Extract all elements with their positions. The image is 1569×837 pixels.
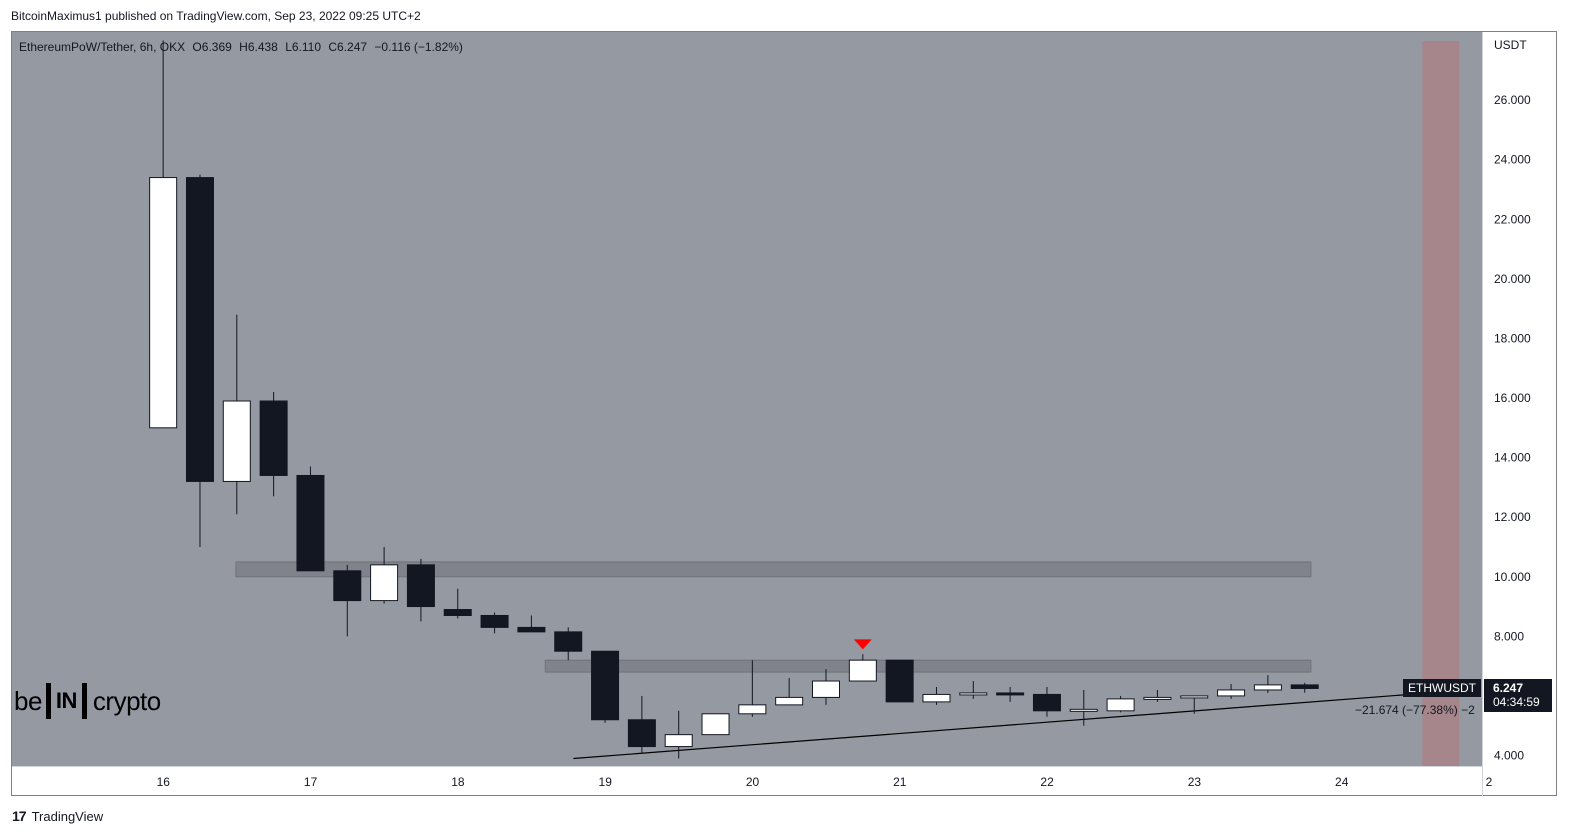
legend-symbol[interactable]: EthereumPoW/Tether, 6h, OKX bbox=[19, 40, 186, 54]
candle-body-29[interactable] bbox=[1180, 695, 1209, 699]
legend-l-value: 6.110 bbox=[291, 40, 322, 54]
candle-body-15[interactable] bbox=[664, 734, 693, 748]
symbol-tag: ETHWUSDT bbox=[1403, 679, 1481, 697]
candle-body-10[interactable] bbox=[480, 614, 509, 628]
legend-c-label: C bbox=[328, 40, 338, 54]
last-price-tag: 6.247 04:34:59 bbox=[1484, 679, 1552, 712]
candle-body-7[interactable] bbox=[370, 564, 399, 602]
x-tick-label-6: 21 bbox=[893, 775, 907, 789]
rejection-marker-icon bbox=[853, 639, 872, 650]
candle-body-3[interactable] bbox=[222, 400, 251, 482]
candle-body-14[interactable] bbox=[627, 719, 656, 748]
publisher-header: BitcoinMaximus1 published on TradingView… bbox=[11, 9, 421, 23]
tradingview-footer[interactable]: 17 TradingView bbox=[12, 808, 103, 824]
legend-c-value: 6.247 bbox=[337, 40, 368, 54]
bar-countdown: 04:34:59 bbox=[1493, 695, 1540, 709]
price-axis[interactable] bbox=[1483, 32, 1556, 766]
candle-body-30[interactable] bbox=[1217, 689, 1246, 697]
y-tick-label-4: 20.000 bbox=[1494, 272, 1531, 286]
y-tick-label-7: 14.000 bbox=[1494, 451, 1531, 465]
ohlc-legend: EthereumPoW/Tether, 6h, OKX O6.369 H6.43… bbox=[19, 40, 463, 54]
candle-body-2[interactable] bbox=[185, 177, 214, 482]
x-tick-label-3: 18 bbox=[451, 775, 465, 789]
legend-h-label: H bbox=[239, 40, 248, 54]
horizontal-zone-1 bbox=[235, 561, 1312, 578]
candle-body-22[interactable] bbox=[922, 693, 951, 703]
candle-body-11[interactable] bbox=[517, 626, 546, 633]
candle-body-4[interactable] bbox=[259, 400, 288, 476]
candle-body-16[interactable] bbox=[701, 713, 730, 736]
candle-body-24[interactable] bbox=[996, 692, 1025, 696]
y-tick-label-2: 24.000 bbox=[1494, 153, 1531, 167]
candle-body-9[interactable] bbox=[443, 609, 472, 616]
y-tick-label-5: 18.000 bbox=[1494, 331, 1531, 345]
candles-group bbox=[149, 40, 1319, 759]
y-tick-label-10: 8.000 bbox=[1494, 629, 1524, 643]
last-price: 6.247 bbox=[1493, 681, 1524, 695]
y-tick-label-8: 12.000 bbox=[1494, 510, 1531, 524]
brand-right: crypto bbox=[92, 685, 161, 716]
legend-h-value: 6.438 bbox=[247, 40, 278, 54]
candle-body-20[interactable] bbox=[848, 659, 877, 682]
candle-body-31[interactable] bbox=[1253, 684, 1282, 691]
x-tick-label-10: 2 bbox=[1486, 775, 1493, 789]
candle-body-23[interactable] bbox=[959, 692, 988, 696]
legend-change: −0.116 (−1.82%) bbox=[374, 40, 463, 54]
plot-area[interactable] bbox=[12, 32, 1482, 766]
y-tick-label-6: 16.000 bbox=[1494, 391, 1531, 405]
candle-body-18[interactable] bbox=[775, 696, 804, 706]
candle-body-12[interactable] bbox=[554, 631, 583, 652]
price-axis-unit: USDT bbox=[1494, 38, 1527, 52]
x-tick-label-5: 20 bbox=[746, 775, 760, 789]
x-tick-label-2: 17 bbox=[304, 775, 318, 789]
x-tick-label-1: 16 bbox=[157, 775, 171, 789]
x-tick-label-4: 19 bbox=[599, 775, 613, 789]
candle-body-6[interactable] bbox=[333, 570, 362, 602]
x-tick-label-7: 22 bbox=[1040, 775, 1054, 789]
horizontal-zone-2 bbox=[544, 659, 1312, 673]
legend-o-value: 6.369 bbox=[201, 40, 232, 54]
y-tick-label-9: 10.000 bbox=[1494, 570, 1531, 584]
candle-body-17[interactable] bbox=[738, 704, 767, 715]
red-zone bbox=[1422, 41, 1460, 766]
legend-l-label: L bbox=[285, 40, 292, 54]
ascending-support-line bbox=[573, 689, 1468, 760]
legend-o-label: O bbox=[192, 40, 202, 54]
beincrypto-logo: be IN crypto bbox=[14, 683, 161, 719]
brand-box: IN bbox=[45, 683, 87, 719]
candle-body-5[interactable] bbox=[296, 474, 325, 572]
x-tick-label-9: 24 bbox=[1335, 775, 1349, 789]
y-tick-label-3: 22.000 bbox=[1494, 212, 1531, 226]
candle-body-25[interactable] bbox=[1032, 693, 1061, 712]
candle-body-19[interactable] bbox=[812, 680, 840, 698]
time-axis[interactable] bbox=[12, 767, 1482, 795]
candle-body-21[interactable] bbox=[885, 659, 914, 703]
candle-body-1[interactable] bbox=[149, 177, 178, 429]
candle-body-13[interactable] bbox=[591, 650, 620, 721]
tradingview-logo-icon: 17 bbox=[12, 808, 27, 824]
x-tick-label-8: 23 bbox=[1188, 775, 1202, 789]
candle-body-26[interactable] bbox=[1069, 708, 1098, 712]
y-tick-label-1: 26.000 bbox=[1494, 93, 1531, 107]
candle-body-32[interactable] bbox=[1290, 684, 1319, 689]
candle-body-8[interactable] bbox=[406, 564, 435, 608]
candle-body-27[interactable] bbox=[1106, 698, 1135, 712]
candle-body-28[interactable] bbox=[1143, 696, 1172, 700]
brand-left: be bbox=[14, 685, 42, 716]
y-tick-label-11: 4.000 bbox=[1494, 749, 1524, 763]
tradingview-footer-text: TradingView bbox=[31, 808, 104, 824]
measure-change-label: −21.674 (−77.38%) −2 bbox=[1355, 703, 1475, 717]
